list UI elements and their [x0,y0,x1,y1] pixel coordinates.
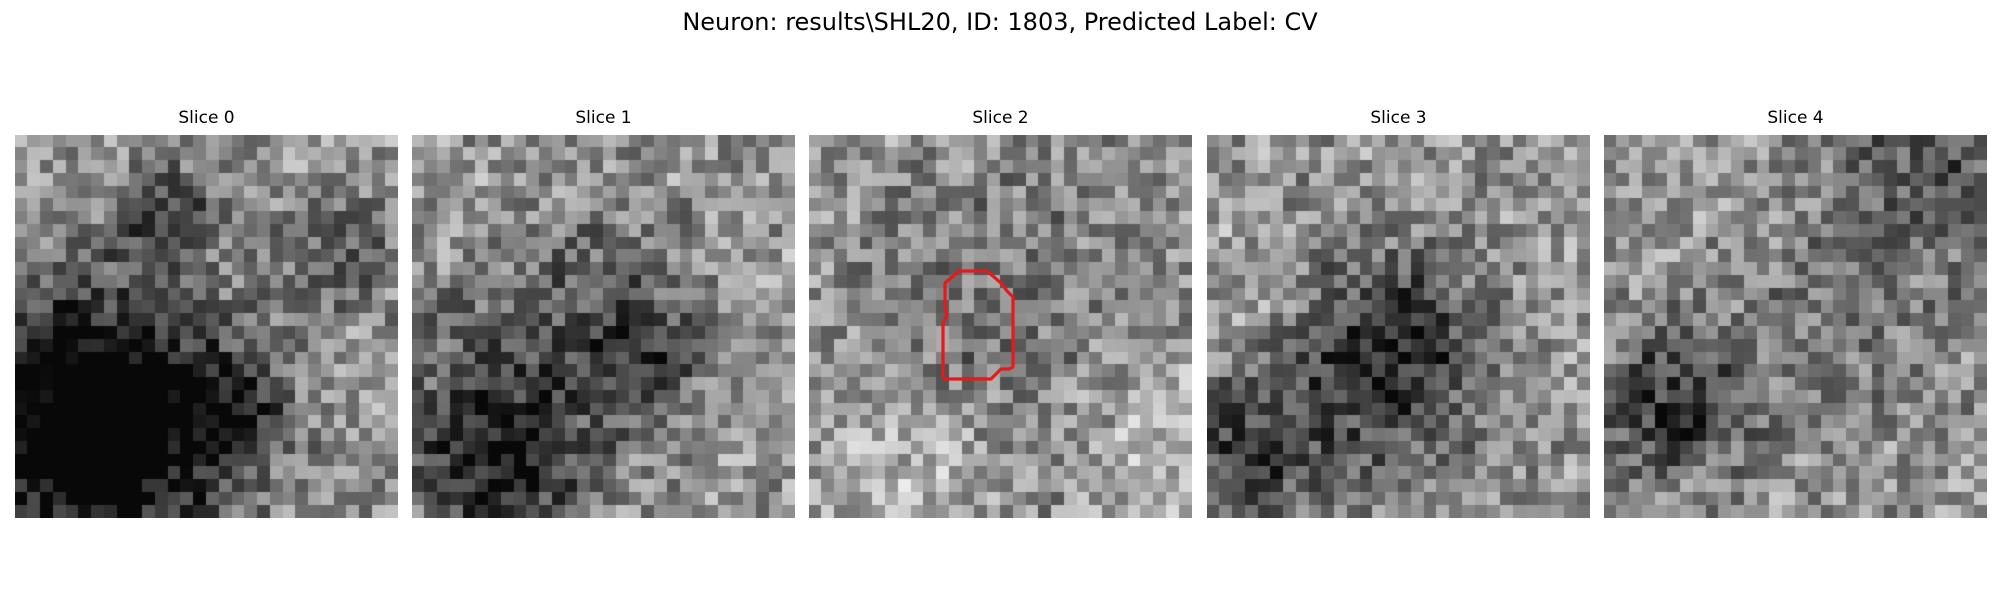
slice-title: Slice 2 [972,108,1029,128]
slice-title: Slice 1 [575,108,632,128]
slice-image [412,135,795,518]
slice-image [15,135,398,518]
slice-image [1604,135,1987,518]
slice-image [809,135,1192,518]
slice-image [1207,135,1590,518]
figure-title: Neuron: results\SHL20, ID: 1803, Predict… [682,8,1318,36]
slice-title: Slice 3 [1370,108,1427,128]
slice-title: Slice 4 [1767,108,1824,128]
slice-title: Slice 0 [178,108,235,128]
